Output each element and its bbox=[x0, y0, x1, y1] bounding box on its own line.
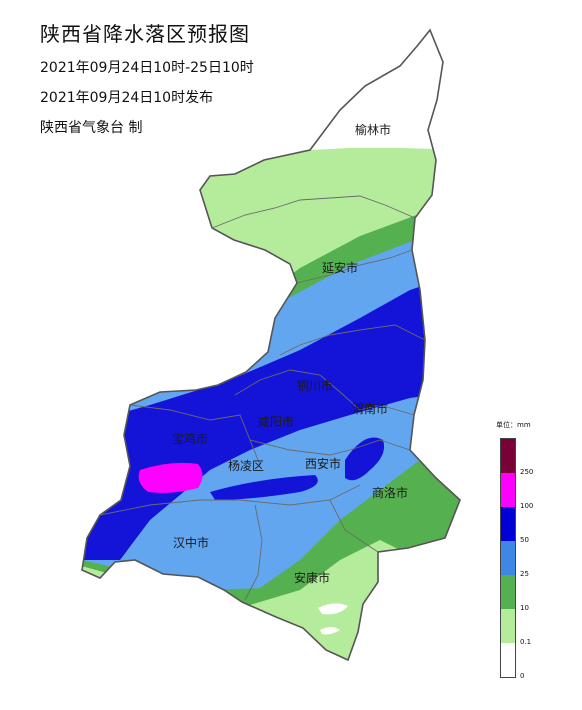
legend-tick-100: 100 bbox=[520, 502, 534, 510]
map-header: 陕西省降水落区预报图 2021年09月24日10时-25日10时 2021年09… bbox=[40, 18, 254, 147]
city-label-yanan: 延安市 bbox=[322, 260, 358, 275]
band-heavy-rainstorm bbox=[138, 462, 203, 493]
legend-swatch-100-250 bbox=[501, 473, 515, 507]
no-rain-spot-south bbox=[318, 603, 348, 615]
boundary-hanzhong-ankang bbox=[244, 504, 263, 601]
city-label-weinan: 渭南市 bbox=[352, 401, 388, 416]
city-boundaries bbox=[99, 195, 426, 601]
legend-tick-0.1: 0.1 bbox=[520, 638, 532, 646]
legend-tick-10: 10 bbox=[520, 604, 529, 612]
legend-tick-25: 25 bbox=[520, 570, 529, 578]
legend-tick-50: 50 bbox=[520, 536, 529, 544]
boundary-yanan-south bbox=[296, 249, 413, 284]
city-label-shangluo: 商洛市 bbox=[372, 485, 408, 500]
boundary-xian bbox=[249, 439, 411, 456]
forecast-period: 2021年09月24日10时-25日10时 bbox=[40, 60, 254, 76]
legend-unit: 单位：mm bbox=[496, 421, 531, 429]
precipitation-legend: 单位：mm 250 100 50 25 10 0.1 0 bbox=[490, 420, 550, 690]
boundary-yulin-yanan bbox=[211, 195, 416, 229]
legend-swatch-50-100 bbox=[501, 507, 515, 541]
boundary-baoji bbox=[129, 404, 261, 466]
city-label-tongchuan: 铜川市 bbox=[297, 378, 333, 393]
issue-time: 2021年09月24日10时发布 bbox=[40, 90, 214, 106]
rainstorm-blob-central bbox=[210, 475, 318, 500]
legend-swatch-0.1-10 bbox=[501, 609, 515, 643]
legend-swatch-10-25 bbox=[501, 575, 515, 609]
city-label-hanzhong: 汉中市 bbox=[173, 535, 209, 550]
producer-label: 陕西省气象台 制 bbox=[40, 120, 143, 136]
city-label-baoji: 宝鸡市 bbox=[172, 431, 208, 446]
city-label-yangling: 杨凌区 bbox=[228, 458, 264, 473]
legend-swatch-250-plus bbox=[501, 439, 515, 473]
boundary-tongchuan bbox=[279, 324, 426, 356]
map-title: 陕西省降水落区预报图 bbox=[40, 22, 250, 46]
city-label-ankang: 安康市 bbox=[294, 570, 330, 585]
boundary-xianyang-weinan bbox=[234, 369, 415, 416]
legend-swatch-25-50 bbox=[501, 541, 515, 575]
legend-swatch-0-0.1 bbox=[501, 643, 515, 677]
legend-tick-250: 250 bbox=[520, 468, 534, 476]
legend-tick-0: 0 bbox=[520, 672, 525, 680]
city-label-yulin: 榆林市 bbox=[355, 122, 391, 137]
legend-color-bar bbox=[500, 438, 516, 678]
city-label-xianyang: 咸阳市 bbox=[258, 414, 294, 429]
no-rain-spot-south-2 bbox=[320, 627, 340, 635]
boundary-ankang-shangluo bbox=[329, 499, 379, 553]
city-label-xian: 西安市 bbox=[305, 456, 341, 471]
